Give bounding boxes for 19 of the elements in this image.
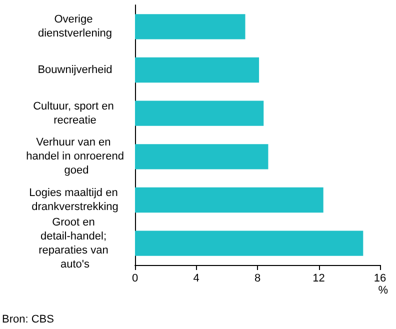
bar: [135, 100, 264, 126]
y-tick-label: Verhuur van en handel in onroerend goed: [26, 136, 124, 177]
x-axis-title: %: [378, 284, 388, 296]
y-tick-label: Cultuur, sport en recreatie: [33, 100, 117, 126]
bar: [135, 230, 364, 256]
bar: [135, 57, 260, 83]
text: Bron: CBS: [2, 314, 54, 326]
y-tick-label: Groot en detail-handel; reparaties van auto's: [38, 216, 112, 270]
x-tick-label: 12: [312, 272, 325, 284]
x-tick-label: 16: [374, 272, 386, 284]
bar: [135, 14, 246, 40]
x-tick-label: 8: [254, 272, 261, 284]
bar: [135, 144, 268, 170]
x-tick-label: 0: [132, 272, 138, 284]
y-tick-label: Overige dienstverlening: [38, 14, 112, 40]
bar: [135, 187, 324, 213]
x-tick-label: 4: [193, 272, 200, 284]
y-tick-label: Bouwnijverheid: [38, 64, 112, 76]
y-tick-label: Logies maaltijd en drankverstrekking: [29, 187, 121, 213]
